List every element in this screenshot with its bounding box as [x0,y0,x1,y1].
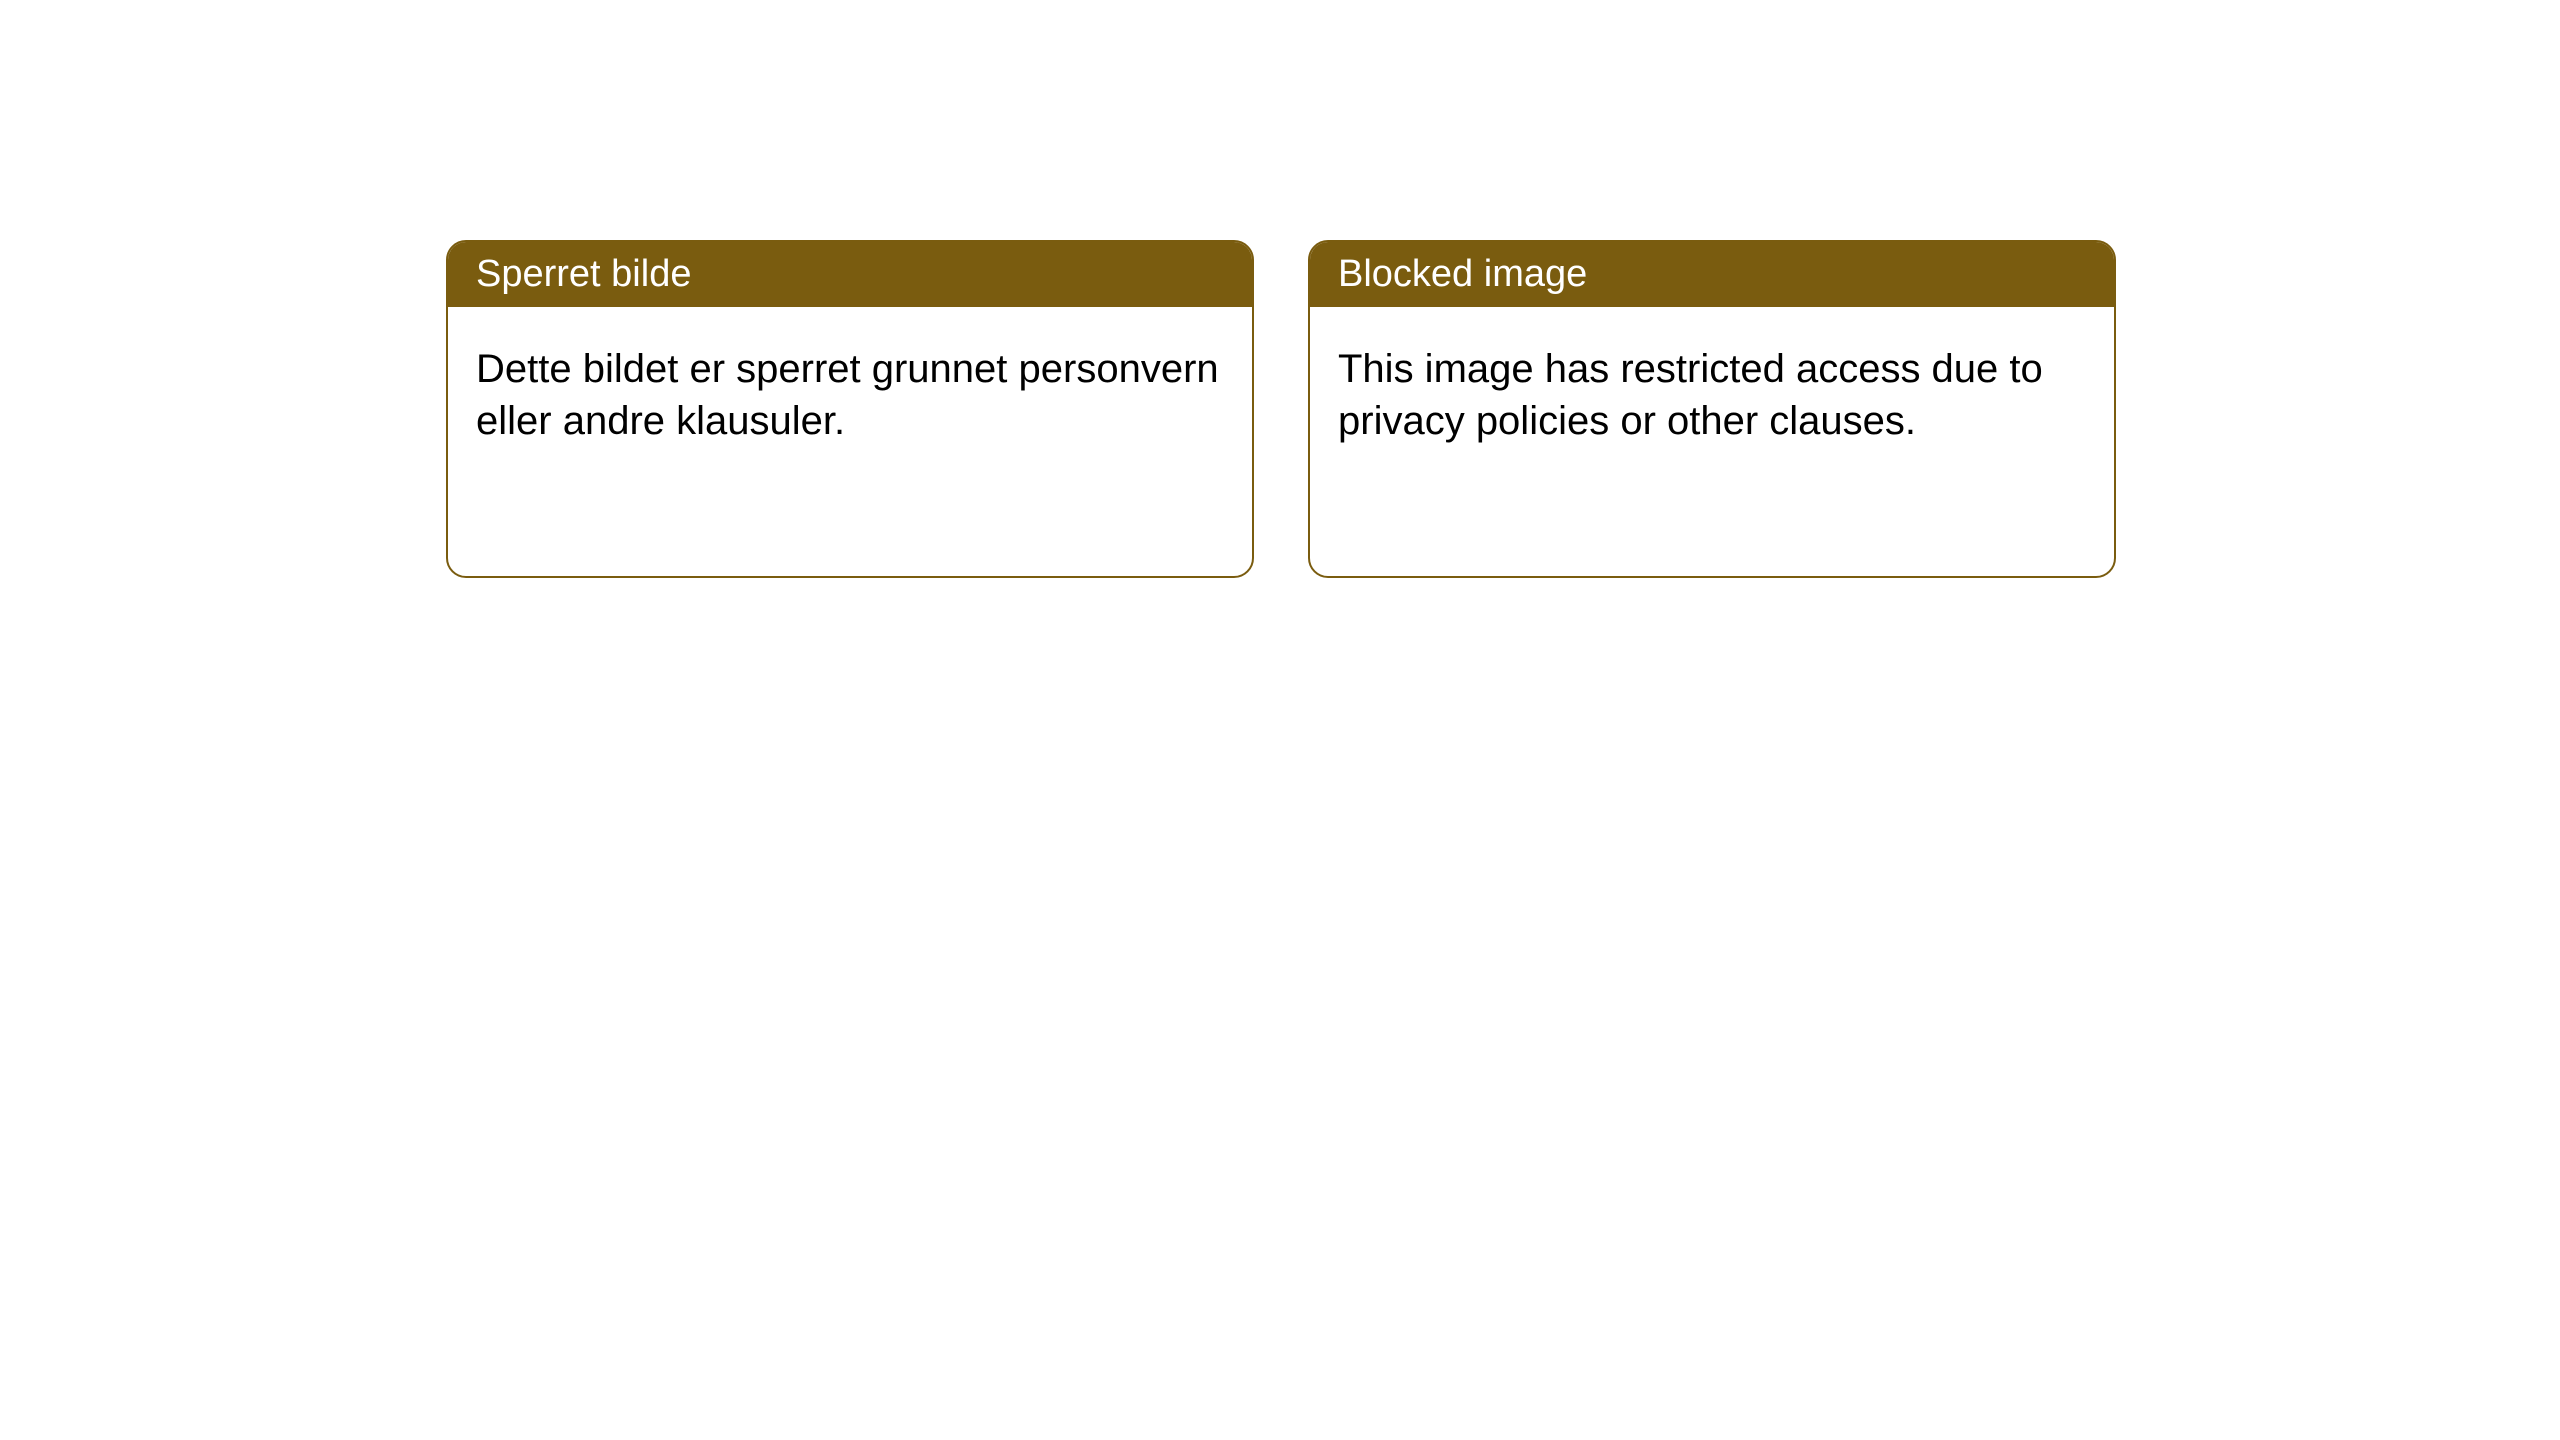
notice-container: Sperret bilde Dette bildet er sperret gr… [0,0,2560,578]
notice-body-norwegian: Dette bildet er sperret grunnet personve… [448,307,1252,483]
notice-card-english: Blocked image This image has restricted … [1308,240,2116,578]
notice-card-norwegian: Sperret bilde Dette bildet er sperret gr… [446,240,1254,578]
notice-title-english: Blocked image [1310,242,2114,307]
notice-title-norwegian: Sperret bilde [448,242,1252,307]
notice-body-english: This image has restricted access due to … [1310,307,2114,483]
